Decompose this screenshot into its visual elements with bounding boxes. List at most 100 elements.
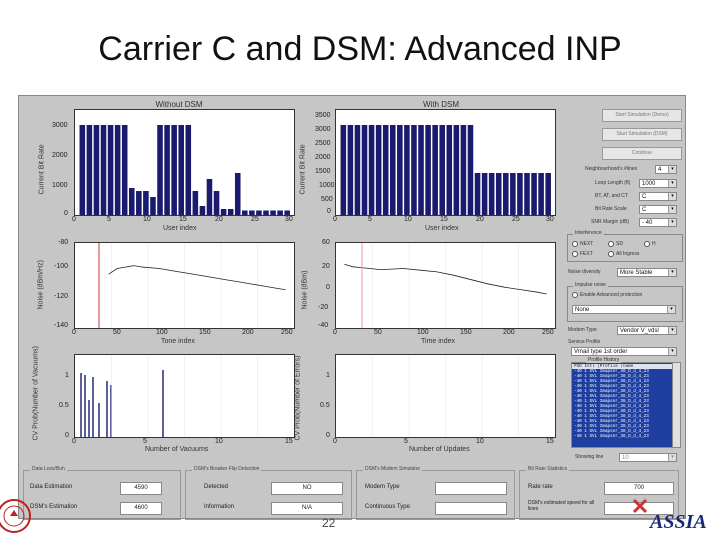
profile-history-row[interactable]: -40 1 SVL Imapsnr_38_D_d_4_23 — [572, 394, 672, 399]
assia-logo-text: ASSIA — [648, 511, 707, 533]
information-label: Information — [204, 504, 235, 510]
bar — [192, 191, 199, 215]
profile-history-row[interactable]: -40 1 SVL Imapsnr_38_D_d_4_23 — [572, 409, 672, 414]
p2-ytick: 3000 — [315, 126, 331, 133]
noise-tone-plot — [74, 242, 295, 329]
bit-rate-scale-select[interactable]: C ▾ — [639, 205, 677, 214]
profile-history-row[interactable]: -40 1 SVL Imapsnr_38_D_d_4_23 — [572, 379, 672, 384]
bar — [495, 173, 502, 215]
profile-history-list[interactable]: Profile History PSD Intl |Profile |name … — [571, 357, 681, 448]
sd-radio[interactable] — [608, 241, 614, 247]
p2-ytick: 1000 — [319, 182, 335, 189]
interference-title: Interference — [573, 230, 604, 236]
profile-history-row[interactable]: -40 1 SVL Imapsnr_38_D_d_4_23 — [572, 434, 672, 439]
p1-xtick: 25 — [251, 216, 259, 223]
impulse-noise-select[interactable]: None ▾ — [572, 305, 676, 314]
p6-xtick: 10 — [476, 438, 484, 445]
all-ingress-radio[interactable] — [608, 251, 614, 257]
p3-ytick: -120 — [54, 293, 69, 300]
bar — [545, 173, 551, 215]
p2-xtick: 0 — [333, 216, 337, 223]
series-line — [344, 263, 547, 295]
showing-line-select[interactable]: 10 ▾ — [619, 453, 677, 462]
bar — [439, 125, 445, 215]
profile-history-row[interactable]: -40 1 SVL Imapsnr_38_D_d_4_23 — [572, 419, 672, 424]
profile-history-row[interactable]: -40 1 SVL Imapsnr_38_D_d_4_23 — [572, 404, 672, 409]
bar — [446, 125, 453, 215]
chevron-down-icon: ▾ — [668, 166, 676, 173]
p4-xtick: 100 — [417, 329, 429, 336]
bar — [263, 210, 269, 215]
bar — [488, 173, 495, 215]
fext-radio[interactable] — [572, 251, 578, 257]
p5-ytick: 0 — [65, 432, 69, 439]
snr-margin-select[interactable]: - 40 ▾ — [639, 218, 677, 227]
profile-history-row[interactable]: -40 1 SVL Imapsnr_38_D_d_4_23 — [572, 389, 672, 394]
plot5-xlabel: Number of Vacuums — [145, 446, 209, 453]
plot4-ylabel: Noise (dBm) — [301, 270, 309, 310]
bar — [517, 173, 523, 215]
advanced-protection-radio[interactable] — [572, 292, 578, 298]
bar — [171, 125, 177, 215]
p3-xtick: 50 — [113, 329, 121, 336]
p3-xtick: 150 — [199, 329, 211, 336]
p3-ytick: -80 — [58, 239, 69, 246]
bar — [375, 125, 382, 215]
lines-value: 4 — [658, 167, 662, 173]
profile-history-row[interactable]: -40 1 SVL Imapsnr_38_D_d_4_23 — [572, 369, 672, 374]
next-radio[interactable] — [572, 241, 578, 247]
h-radio[interactable] — [644, 241, 650, 247]
p2-xtick: 30 — [546, 216, 554, 223]
bar — [256, 210, 262, 215]
p3-xtick: 100 — [156, 329, 168, 336]
start-simulation-dsm-button[interactable]: Start Simulation (DSM) — [602, 128, 682, 141]
chevron-down-icon: ▾ — [668, 269, 676, 276]
bar — [107, 125, 114, 215]
bar — [220, 209, 227, 215]
snr-margin-value: - 40 — [642, 220, 653, 226]
profile-history-row[interactable]: -40 1 SVL Imapsnr_38_D_d_4_23 — [572, 429, 672, 434]
profile-history-row[interactable]: -40 1 SVL Imapsnr_38_D_d_4_23 — [572, 384, 672, 389]
profile-history-row[interactable]: -40 1 SVL Imapsnr_38_D_d_4_23 — [572, 424, 672, 429]
profile-history-scrollbar[interactable] — [672, 363, 680, 447]
noise-diversity-select[interactable]: More Stable ▾ — [617, 268, 677, 277]
p2-ytick: 1500 — [315, 168, 331, 175]
service-profile-select[interactable]: Vmail type 1st order ▾ — [571, 347, 677, 356]
p2-xtick: 25 — [512, 216, 520, 223]
bar — [150, 197, 156, 215]
bottom-modem-type-label: Modem Type — [365, 484, 400, 490]
impulse-noise-value: None — [575, 307, 590, 313]
updates-plot — [335, 354, 556, 438]
bitrate-without-dsm-chart — [79, 125, 290, 215]
p5-ytick: 0.5 — [59, 402, 69, 409]
profile-history-row[interactable]: -40 1 SVL Imapsnr_38_D_d_4_23 — [572, 414, 672, 419]
h-label: H — [652, 241, 656, 247]
p1-ytick: 2000 — [52, 152, 68, 159]
profile-history-row[interactable]: -40 1 SVL Imapsnr_38_D_d_4_23 — [572, 374, 672, 379]
chevron-down-icon: ▾ — [668, 206, 676, 213]
p4-xtick: 200 — [503, 329, 515, 336]
profile-history-row[interactable]: -40 1 SVL Imapsnr_38_D_d_4_23 — [572, 399, 672, 404]
p4-ytick: -40 — [318, 322, 329, 329]
bar — [114, 125, 121, 215]
bar — [460, 125, 467, 215]
continue-button[interactable]: Continue — [602, 147, 682, 160]
bar — [481, 173, 488, 215]
p2-xtick: 20 — [476, 216, 484, 223]
detected-label: Detected — [204, 484, 229, 490]
bar — [503, 173, 509, 215]
p3-xtick: 250 — [281, 329, 293, 336]
p6-ytick: 1 — [326, 372, 330, 379]
plot5-ylabel: CV Prob(Number of Vacuums) — [32, 346, 40, 441]
bar — [242, 210, 248, 215]
p3-xtick: 0 — [72, 329, 76, 336]
bt-at-ct-select[interactable]: C ▾ — [639, 192, 677, 201]
lines-select[interactable]: 4 ▾ — [655, 165, 677, 174]
start-simulation-demo-button[interactable]: Start Simulation (Demo) — [602, 109, 682, 122]
bar — [340, 125, 347, 215]
p6-xtick: 15 — [546, 438, 554, 445]
loop-length-select[interactable]: 1000 ▾ — [639, 179, 677, 188]
modem-type-select[interactable]: Vendor V_vdsl ▾ — [617, 326, 677, 335]
p5-xtick: 5 — [143, 438, 147, 445]
p4-xtick: 50 — [374, 329, 382, 336]
